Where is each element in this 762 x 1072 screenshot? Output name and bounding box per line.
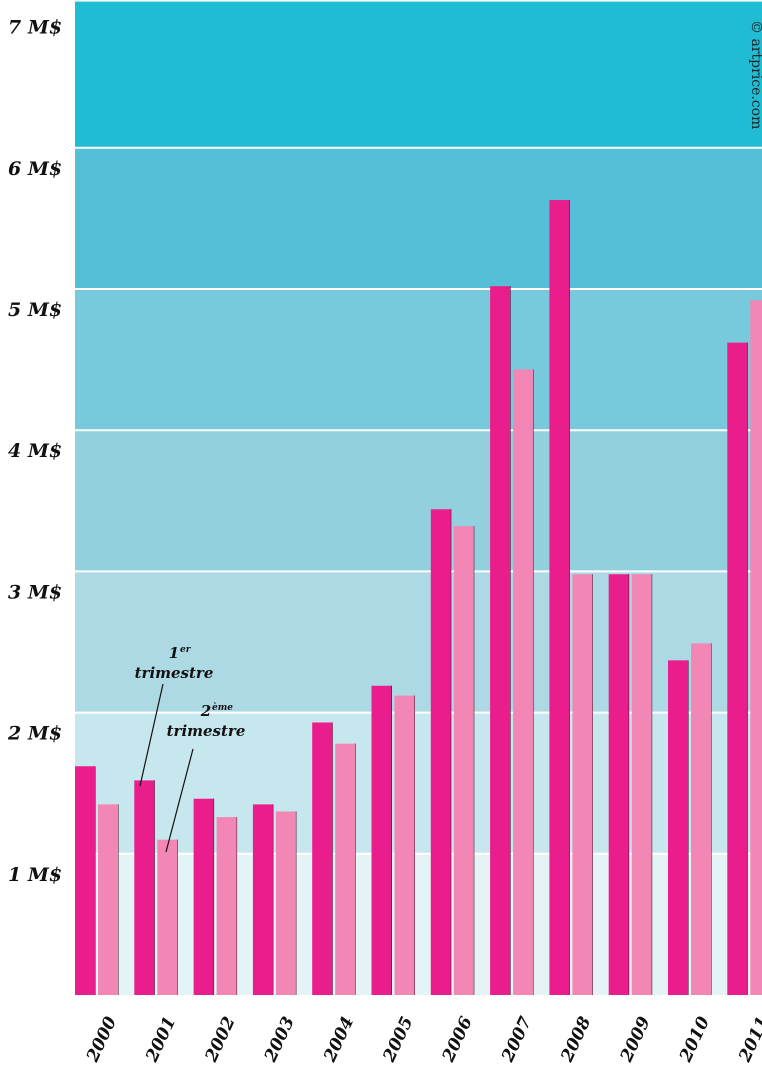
bar-2008-s1 xyxy=(549,200,570,995)
bar-2000-s1 xyxy=(75,766,95,995)
band-7 xyxy=(75,1,762,148)
band-1 xyxy=(75,853,762,995)
bar-2003-s1 xyxy=(252,804,273,995)
annotations: 1 er trimestre 2 ème trimestre xyxy=(135,644,246,853)
background-bands xyxy=(75,1,762,995)
bar-2011-s1 xyxy=(727,342,748,995)
annotation-leader-line xyxy=(165,748,194,853)
annotation-number: 1 xyxy=(169,644,179,662)
bar-2005-s1 xyxy=(371,685,392,995)
bar-2008-s2 xyxy=(572,574,593,995)
bar-2010-s1 xyxy=(668,660,688,995)
y-tick-label: 4 M$ xyxy=(8,440,62,462)
bar-2000-s2 xyxy=(98,804,118,995)
bar-2009-s1 xyxy=(608,574,629,995)
y-axis-labels: 1 M$ 2 M$ 3 M$ 4 M$ 5 M$ 6 M$ 7 M$ xyxy=(7,17,62,886)
bars xyxy=(75,200,762,995)
annotation-label: trimestre xyxy=(135,664,214,682)
bar-2007-s1 xyxy=(490,286,511,995)
annotation-number: 2 xyxy=(200,702,211,720)
bar-2011-s2 xyxy=(750,300,762,995)
band-3 xyxy=(75,571,762,713)
bar-2004-s2 xyxy=(335,743,356,995)
annotation-label: trimestre xyxy=(167,722,246,740)
bar-2007-s2 xyxy=(513,369,534,995)
bar-2001-s1 xyxy=(134,780,155,995)
gridlines xyxy=(75,146,762,855)
bar-2009-s2 xyxy=(631,574,652,995)
x-tick-label: 2010 xyxy=(675,1014,714,1066)
x-tick-label: 2008 xyxy=(557,1014,596,1066)
x-tick-label: 2007 xyxy=(498,1014,537,1066)
x-axis-labels: 2000 2001 2002 2003 2004 2005 2006 2007 2008 2009… xyxy=(82,1014,762,1066)
bar-2003-s2 xyxy=(275,811,296,995)
x-tick-label: 2000 xyxy=(82,1014,121,1066)
bar-2004-s1 xyxy=(312,722,333,995)
x-tick-label: 2005 xyxy=(379,1014,418,1066)
band-6 xyxy=(75,147,762,289)
band-4 xyxy=(75,430,762,572)
bar-2010-s2 xyxy=(691,643,711,995)
bar-2006-s1 xyxy=(430,509,451,995)
x-tick-label: 2004 xyxy=(320,1014,359,1066)
bar-2001-s2 xyxy=(157,839,178,995)
annotation-leader-line xyxy=(139,683,164,787)
y-tick-label: 5 M$ xyxy=(8,299,62,321)
band-5 xyxy=(75,289,762,431)
x-tick-label: 2006 xyxy=(438,1014,477,1066)
y-tick-label: 2 M$ xyxy=(7,723,62,745)
x-tick-label: 2003 xyxy=(260,1014,299,1066)
x-tick-label: 2002 xyxy=(201,1014,240,1066)
y-tick-label: 3 M$ xyxy=(8,581,62,603)
y-tick-label: 6 M$ xyxy=(8,158,62,180)
y-tick-label: 7 M$ xyxy=(8,17,62,39)
x-tick-label: 2009 xyxy=(616,1014,655,1066)
bar-2005-s2 xyxy=(394,695,415,995)
annotation-superscript: ème xyxy=(212,702,233,713)
annotation-superscript: er xyxy=(180,645,192,655)
bar-2006-s2 xyxy=(453,526,474,995)
x-tick-label: 2001 xyxy=(142,1014,181,1066)
bar-2002-s1 xyxy=(193,798,214,995)
bar-2002-s2 xyxy=(216,817,237,995)
x-tick-label: 2011 xyxy=(735,1014,762,1066)
y-tick-label: 1 M$ xyxy=(8,864,62,886)
copyright-credit: © artprice.com xyxy=(748,20,762,129)
